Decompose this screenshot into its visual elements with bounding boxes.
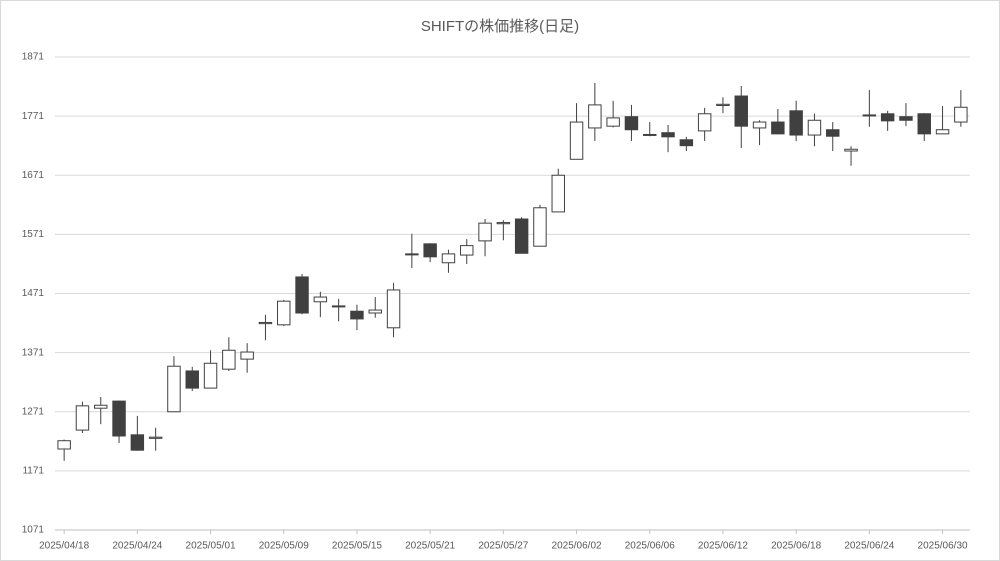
y-tick-label: 1771 xyxy=(22,111,45,122)
candle-body xyxy=(807,119,822,136)
candle-body xyxy=(295,276,309,314)
candle-body xyxy=(258,321,273,325)
x-tick-label: 2025/06/02 xyxy=(552,541,602,552)
candle-body xyxy=(57,440,71,450)
candle-body xyxy=(734,95,748,127)
candle-body xyxy=(75,405,90,431)
candle-body xyxy=(167,365,181,413)
candle-body xyxy=(679,139,694,147)
candle-body xyxy=(826,129,840,137)
x-tick-label: 2025/06/12 xyxy=(698,541,748,552)
candle-body xyxy=(533,207,547,247)
candle-body xyxy=(880,113,895,122)
candle-body xyxy=(716,103,730,106)
candle-body xyxy=(789,110,803,136)
y-tick-label: 1271 xyxy=(22,406,45,417)
y-tick-label: 1871 xyxy=(22,52,45,63)
candle-body xyxy=(277,300,291,326)
candle-body xyxy=(460,245,474,256)
x-tick-label: 2025/06/18 xyxy=(771,541,821,552)
y-tick-label: 1071 xyxy=(22,525,45,536)
candle-body xyxy=(313,296,328,303)
candle-body xyxy=(368,309,382,314)
candle-body xyxy=(185,370,199,389)
y-tick-label: 1571 xyxy=(22,229,45,240)
candle-body xyxy=(844,148,858,152)
candle-body xyxy=(752,121,767,129)
y-tick-label: 1671 xyxy=(22,170,45,181)
candle-body xyxy=(935,129,950,135)
candle-body xyxy=(112,400,126,437)
candle-body xyxy=(697,113,712,132)
candle-body xyxy=(588,104,602,129)
candle-body xyxy=(130,434,145,451)
candle-body xyxy=(954,106,968,123)
candle-body xyxy=(423,243,437,258)
y-tick-label: 1471 xyxy=(22,288,45,299)
candle-body xyxy=(661,132,675,138)
x-tick-label: 2025/05/09 xyxy=(259,541,309,552)
candle-body xyxy=(917,113,931,135)
candle-body xyxy=(606,117,620,127)
y-tick-label: 1171 xyxy=(22,466,44,477)
x-tick-label: 2025/05/21 xyxy=(405,541,455,552)
x-tick-label: 2025/04/24 xyxy=(112,541,162,552)
x-tick-label: 2025/05/27 xyxy=(478,541,528,552)
candle-body xyxy=(496,222,511,225)
x-tick-label: 2025/04/18 xyxy=(39,541,89,552)
candle-body xyxy=(386,289,401,329)
candle-body xyxy=(331,305,346,308)
chart-title: SHIFTの株価推移(日足) xyxy=(421,18,579,35)
candle-body xyxy=(551,174,565,213)
y-tick-label: 1371 xyxy=(22,347,45,358)
candle-body xyxy=(643,133,657,136)
candle-body xyxy=(441,253,456,264)
candle-body xyxy=(569,121,584,160)
candle-body xyxy=(203,362,218,389)
candle-body xyxy=(94,404,108,409)
candle-body xyxy=(899,116,913,121)
candle-body xyxy=(771,121,785,135)
candle-body xyxy=(222,349,236,370)
x-tick-label: 2025/05/15 xyxy=(332,541,382,552)
candle-body xyxy=(478,222,492,242)
candle-body xyxy=(148,436,163,439)
candle-body xyxy=(514,218,529,254)
candle-body xyxy=(405,253,419,256)
x-tick-label: 2025/06/06 xyxy=(625,541,675,552)
candle-body xyxy=(240,351,254,360)
x-tick-label: 2025/06/24 xyxy=(844,541,894,552)
candle-body xyxy=(350,310,364,320)
candle-body xyxy=(624,116,639,131)
x-tick-label: 2025/06/30 xyxy=(918,541,968,552)
candle-body xyxy=(862,114,877,117)
x-tick-label: 2025/05/01 xyxy=(186,541,236,552)
